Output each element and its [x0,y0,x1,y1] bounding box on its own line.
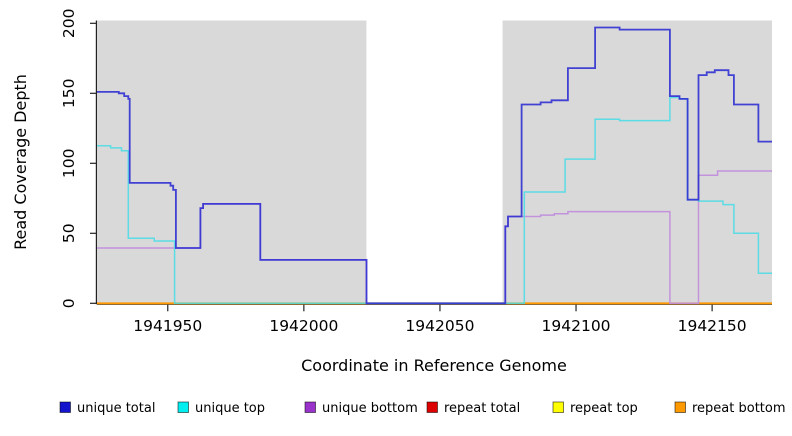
legend-label-unique-top: unique top [195,401,265,416]
legend-swatch-repeat-total [426,401,438,413]
legend-label-repeat-total: repeat total [444,401,520,416]
legend-label-repeat-bottom: repeat bottom [692,401,786,416]
chart-layers: 0 50 100 150 200 1941950 1942000 1942050 1942100… [60,9,772,335]
legend-swatch-repeat-top [552,401,564,413]
y-tick-label: 50 [60,223,78,243]
legend-swatch-unique-total [59,401,71,413]
x-tick-label: 1942100 [542,317,611,335]
legend-item-unique-total: unique total [59,401,155,416]
legend-swatch-repeat-bottom [674,401,686,413]
legend-item-unique-bottom: unique bottom [304,401,418,416]
legend-label-unique-bottom: unique bottom [322,401,418,416]
legend-item-repeat-total: repeat total [426,401,520,416]
y-tick-label: 150 [60,79,78,109]
legend-item-repeat-top: repeat top [552,401,638,416]
x-tick-label: 1942150 [678,317,747,335]
series-unique-top [97,96,772,305]
legend-label-repeat-top: repeat top [570,401,638,416]
legend-swatch-unique-top [177,401,189,413]
series-unique-total [97,26,772,305]
x-axis-title: Coordinate in Reference Genome [301,356,567,375]
x-tick-label: 1942050 [405,317,474,335]
legend-item-unique-top: unique top [177,401,265,416]
y-tick-label: 200 [60,9,78,39]
y-tick-label: 0 [60,298,78,308]
legend-swatch-unique-bottom [304,401,316,413]
legend-label-unique-total: unique total [77,401,155,416]
x-tick-label: 1941950 [133,317,202,335]
coverage-gap-region [366,20,503,304]
legend-item-repeat-bottom: repeat bottom [674,401,786,416]
x-tick-label: 1942000 [269,317,338,335]
y-axis-title: Read Coverage Depth [11,74,30,250]
chart-legend: unique total unique top unique bottom repea… [59,401,786,416]
y-tick-label: 100 [60,149,78,179]
